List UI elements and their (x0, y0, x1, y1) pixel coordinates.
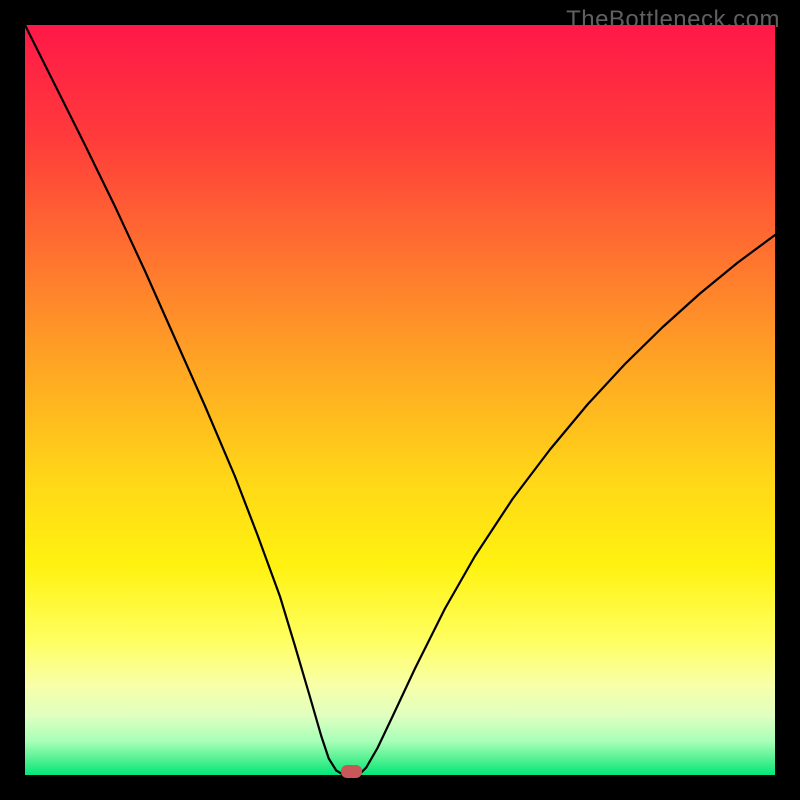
curve-right-branch (359, 235, 775, 775)
optimum-marker (341, 765, 362, 778)
plot-area (25, 25, 775, 775)
chart-frame: TheBottleneck.com (0, 0, 800, 800)
bottleneck-curve (25, 25, 775, 775)
curve-left-branch (25, 25, 344, 775)
